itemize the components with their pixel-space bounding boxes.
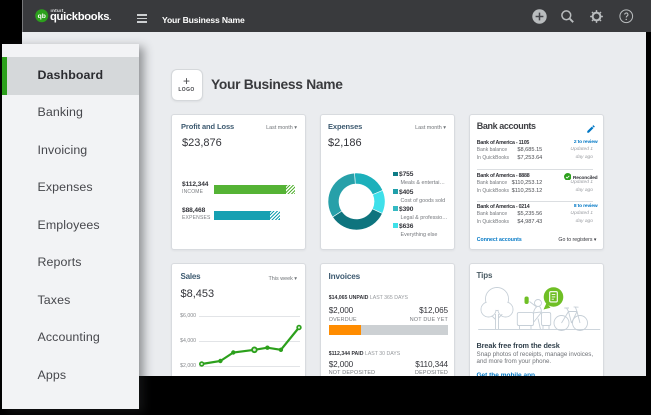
svg-text:qb: qb [38, 13, 46, 20]
